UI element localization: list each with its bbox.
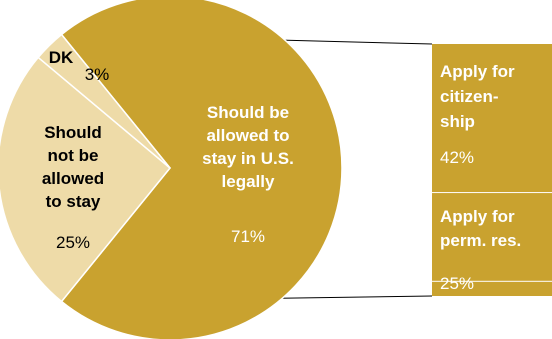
slice-allowed-to-stay (60, 0, 343, 339)
bar-segment-2 (432, 193, 552, 282)
bar-label-2: perm. res. (440, 231, 521, 250)
breakdown-bar (432, 44, 552, 296)
slice-dk (37, 33, 171, 169)
slice-value-dk: 3% (85, 65, 110, 84)
bar-value-2: 25% (440, 274, 474, 293)
slice-label-allowed: stay in U.S. (202, 149, 294, 168)
slice-label-allowed: legally (222, 172, 275, 191)
pie-slices (0, 0, 343, 339)
bar-label-2: Apply for (440, 207, 515, 226)
slice-label-dk: DK (49, 48, 74, 67)
bar-label-1: citizen- (440, 87, 499, 106)
slice-label-allowed: Should be (207, 103, 289, 122)
slice-value-allowed: 71% (231, 227, 265, 246)
bar-label-1: Apply for (440, 62, 515, 81)
bar-label-1: ship (440, 112, 475, 131)
slice-value-not-allowed: 25% (56, 233, 90, 252)
slice-label-allowed: allowed to (206, 126, 289, 145)
bar-segment-remainder (432, 281, 552, 296)
slice-label-not-allowed: not be (48, 146, 99, 165)
slice-label-not-allowed: allowed (42, 169, 104, 188)
slice-not-allowed (0, 56, 172, 303)
pie-labels: Should be allowed to stay in U.S. legally 71… (42, 48, 521, 293)
bar-segment-1 (432, 44, 552, 194)
slice-label-not-allowed: Should (44, 123, 102, 142)
slice-label-not-allowed: to stay (46, 192, 101, 211)
bar-value-1: 42% (440, 148, 474, 167)
